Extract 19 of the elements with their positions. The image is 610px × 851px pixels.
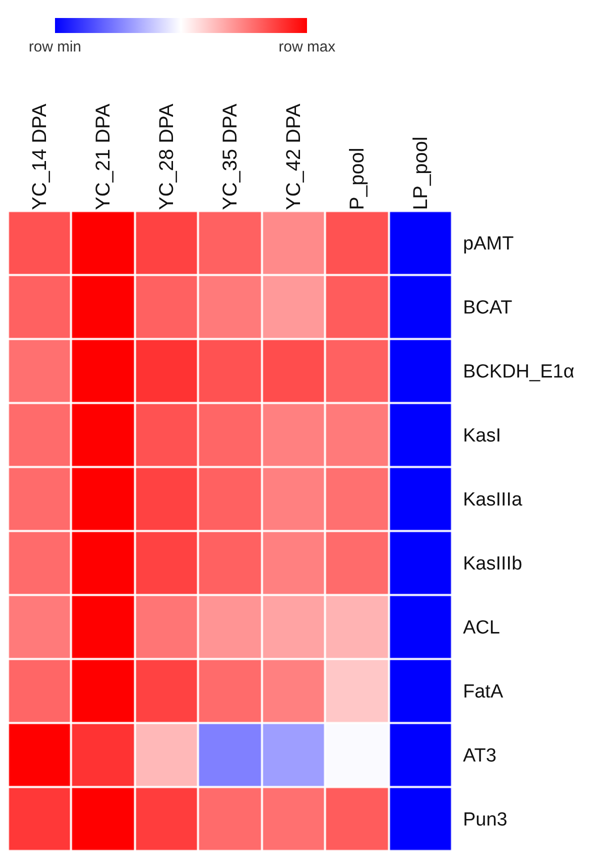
y-tick-label: Pun3	[463, 810, 508, 831]
color-bar-label: row max	[278, 38, 336, 56]
y-tick-label: KasIIIa	[463, 490, 523, 511]
y-tick-label: AT3	[463, 746, 496, 767]
y-tick-label: pAMT	[463, 234, 514, 255]
x-tick-label: YC_35 DPA	[220, 102, 242, 210]
x-tick-label: YC_14 DPA	[29, 102, 52, 210]
color-bar-label: row min	[28, 38, 82, 56]
x-tick-label: YC_21 DPA	[92, 102, 115, 210]
x-tick-label: LP_pool	[410, 136, 432, 210]
y-tick-label: KasIIIb	[463, 554, 522, 575]
y-tick-label: ACL	[463, 618, 500, 639]
y-tick-label: BCKDH_E1α	[463, 362, 574, 383]
y-tick-label: KasI	[463, 426, 502, 447]
y-tick-label: BCAT	[463, 298, 513, 319]
x-tick-label: P_pool	[346, 148, 368, 210]
x-tick-label: YC_28 DPA	[156, 102, 178, 210]
x-tick-label: YC_42 DPA	[282, 102, 305, 210]
y-tick-label: FatA	[463, 682, 504, 703]
